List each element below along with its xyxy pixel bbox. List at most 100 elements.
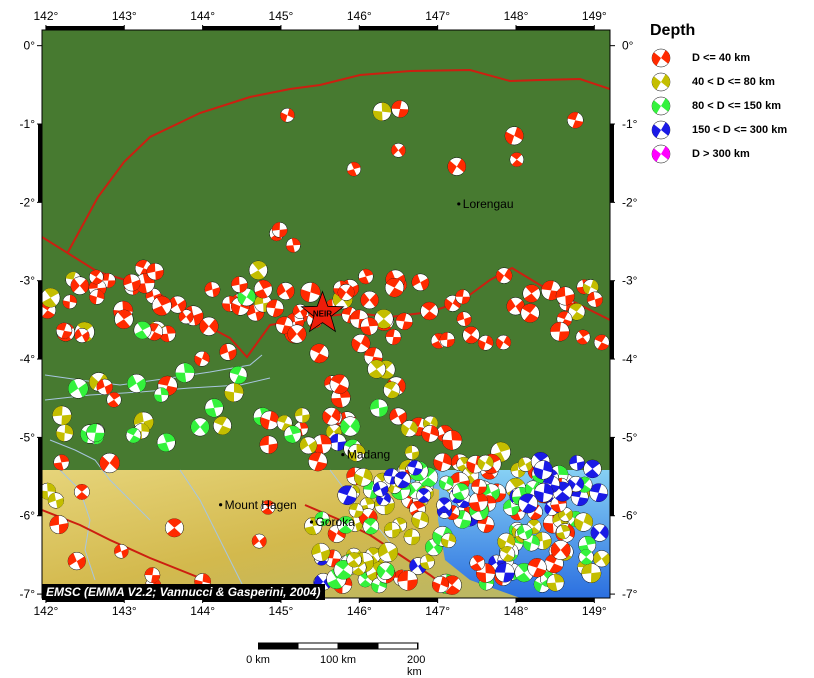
- legend-label: 80 < D <= 150 km: [692, 100, 781, 112]
- place-label: Lorengau: [463, 197, 514, 211]
- focal-mechanism: [372, 481, 389, 497]
- focal-mechanism: [260, 500, 276, 515]
- focal-mechanism: [362, 517, 380, 535]
- focal-mechanism: [151, 295, 172, 316]
- focal-mechanism: [199, 316, 219, 336]
- latitude-label: -3°: [622, 274, 638, 288]
- focal-mechanism: [70, 276, 90, 295]
- longitude-label: 147°: [425, 9, 450, 23]
- focal-mechanism: [67, 552, 86, 571]
- focal-mechanism: [358, 268, 374, 285]
- focal-mechanism: [509, 152, 525, 167]
- focal-mechanism: [224, 382, 244, 403]
- focal-mechanism: [329, 374, 350, 394]
- focal-mechanism: [260, 410, 280, 430]
- focal-mechanism: [251, 533, 267, 549]
- focal-mechanism: [337, 283, 355, 301]
- focal-mechanism: [541, 280, 562, 301]
- focal-mechanism: [442, 430, 463, 451]
- focal-mechanism: [419, 554, 435, 570]
- focal-mechanism: [504, 126, 524, 146]
- focal-mechanism: [174, 362, 195, 383]
- focal-mechanism: [391, 142, 406, 158]
- scale-label: 100 km: [319, 654, 357, 666]
- focal-mechanism: [447, 157, 467, 176]
- focal-mechanism: [593, 334, 610, 351]
- longitude-label: 148°: [504, 604, 529, 618]
- focal-mechanism: [314, 511, 330, 527]
- focal-mechanism: [333, 560, 354, 580]
- focal-mechanism: [569, 454, 585, 471]
- longitude-labels-bottom: 142° 143° 144° 145° 146° 147° 148° 149°: [34, 604, 607, 618]
- river: [179, 469, 246, 591]
- focal-mechanism: [555, 286, 575, 306]
- focal-mechanism: [567, 475, 585, 493]
- map-area: Lorengau Madang Mount Hagen Goroka NEIR: [42, 30, 610, 598]
- longitude-labels-top: 142° 143° 144° 145° 146° 147° 148° 149°: [34, 9, 607, 23]
- credit-text: EMSC (EMMA V2.2; Vannucci & Gasperini, 2…: [42, 584, 325, 600]
- focal-mechanism: [411, 511, 429, 529]
- focal-mechanism: [495, 334, 512, 351]
- longitude-label: 149°: [582, 604, 607, 618]
- latitude-label: -2°: [20, 195, 36, 209]
- focal-mechanism: [404, 445, 420, 460]
- focal-mechanism: [378, 542, 399, 563]
- beachball-icon: [651, 120, 671, 140]
- focal-mechanism: [468, 492, 489, 512]
- focal-mechanism: [374, 309, 394, 329]
- focal-mechanism: [495, 267, 513, 284]
- frame-ticks: [37, 25, 615, 603]
- longitude-label: 146°: [347, 9, 372, 23]
- beachball-icon: [651, 96, 671, 116]
- place-dot: [457, 202, 461, 206]
- focal-mechanism: [568, 303, 586, 321]
- focal-mechanism: [88, 269, 104, 285]
- focal-mechanism: [280, 107, 295, 123]
- focal-mechanism: [578, 535, 597, 554]
- focal-mechanism: [400, 420, 418, 438]
- focal-mechanism: [86, 423, 105, 442]
- focal-mechanism: [469, 555, 486, 571]
- focal-mechanism: [384, 521, 401, 539]
- focal-mechanism: [411, 273, 430, 292]
- focal-mechanism: [517, 524, 533, 540]
- focal-mechanism: [231, 276, 248, 293]
- focal-mechanism: [455, 289, 471, 305]
- focal-mechanism: [433, 452, 453, 472]
- focal-mechanism: [311, 434, 332, 455]
- focal-mechanism: [219, 343, 237, 361]
- focal-mechanism: [213, 416, 232, 435]
- focal-mechanism: [586, 291, 603, 308]
- focal-mechanism: [407, 460, 423, 476]
- beachball-icon: [651, 72, 671, 92]
- focal-mechanism: [555, 524, 571, 540]
- focal-mechanism: [452, 482, 470, 501]
- place-dot: [219, 503, 223, 507]
- focal-mechanism: [53, 454, 70, 471]
- focal-mechanism: [471, 478, 487, 495]
- focal-mechanism: [575, 329, 591, 345]
- focal-mechanism: [353, 467, 373, 487]
- focal-mechanism: [114, 309, 134, 329]
- focal-mechanism: [421, 424, 440, 443]
- longitude-label: 144°: [190, 9, 215, 23]
- latitude-label: -5°: [622, 430, 638, 444]
- focal-mechanism: [347, 443, 366, 462]
- focal-mechanism: [336, 516, 355, 534]
- focal-mechanism: [376, 562, 395, 580]
- focal-mechanism: [520, 303, 540, 323]
- focal-mechanism: [49, 515, 69, 535]
- latitude-label: -2°: [622, 195, 638, 209]
- focal-mechanism: [96, 378, 113, 396]
- focal-mechanism: [438, 475, 454, 491]
- plate-boundary: [67, 68, 610, 253]
- focal-mechanism: [384, 277, 405, 298]
- focal-mechanism: [416, 488, 432, 503]
- longitude-label: 145°: [269, 9, 294, 23]
- focal-mechanism: [462, 326, 480, 344]
- latitude-label: -4°: [622, 352, 638, 366]
- focal-mechanism: [42, 287, 61, 308]
- focal-mechanism: [294, 407, 311, 424]
- scale-label: 0 km: [246, 654, 270, 666]
